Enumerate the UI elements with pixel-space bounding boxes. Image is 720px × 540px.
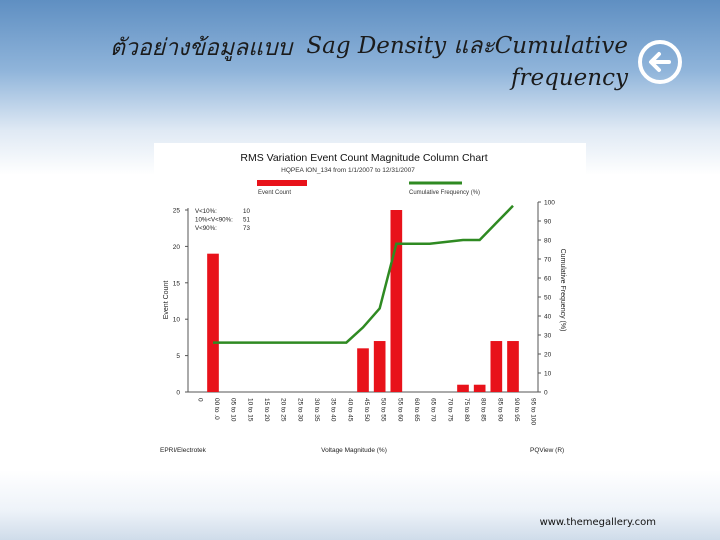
y2-tick-label: 100 [544,200,555,207]
x-tick-label: 85 to 90 [496,398,503,422]
bar-event-count [507,341,519,392]
x-tick-label: 65 to 70 [430,398,437,422]
x-tick-label: 45 to 50 [363,398,370,422]
chart-subtitle: HQPEA ION_134 from 1/1/2007 to 12/31/200… [281,167,415,174]
back-arrow-icon [638,40,682,84]
chart-footer-left: EPRI/Electrotek [160,447,207,454]
y2-tick-label: 80 [544,238,552,245]
x-tick-label: 50 to 55 [380,398,387,422]
x-tick-label: 40 to 45 [346,398,353,422]
y2-axis-label: Cumulative Frequency (%) [559,249,566,332]
y-tick-label: 5 [176,353,180,360]
stats-box: V<10%: 10 10%<V<90%: 51 V<90%: 73 [195,208,250,232]
footer-url: www.themegallery.com [539,517,656,528]
y2-tick-label: 60 [544,276,552,283]
x-tick-label: 00 to .0 [213,398,220,420]
x-tick-label: 10 to 15 [246,398,253,422]
x-tick-label: 35 to 40 [330,398,337,422]
x-tick-labels: 0 00 to .0 05 to 10 10 to 15 15 to 20 20 to 2… [196,398,536,425]
slide-title-left: ตัวอย่างข้อมูลแบบ [110,35,293,61]
stat-label: 10%<V<90%: [195,217,233,224]
x-tick-label: 55 to 60 [396,398,403,422]
stat-value: 51 [243,217,250,224]
legend-label-event-count: Event Count [258,190,291,196]
y-tick-label: 15 [173,280,181,287]
x-tick-label: 75 to 80 [463,398,470,422]
bar-event-count [357,348,369,392]
y2-tick-label: 50 [544,295,552,302]
y2-tick-label: 10 [544,371,552,378]
y-tick-label: 25 [173,208,181,215]
chart-title: RMS Variation Event Count Magnitude Colu… [240,152,487,164]
y2-tick-label: 30 [544,333,552,340]
bar-event-count [373,341,386,392]
bar-event-count [207,253,219,392]
x-axis-label: Voltage Magnitude (%) [321,447,387,454]
bar-event-count [390,210,403,392]
x-tick-label: 15 to 20 [263,398,270,422]
legend-label-cumulative: Cumulative Frequency (%) [409,190,480,196]
x-tick-label: 70 to 75 [446,398,453,422]
chart-panel [154,143,586,463]
y-tick-label: 10 [173,317,181,324]
y2-tick-label: 20 [544,352,552,359]
slide-title-right: Sag Density และCumulative frequency [306,33,628,91]
left-ticks: 0 5 10 15 20 25 [173,208,188,397]
y-tick-label: 0 [176,390,180,397]
y2-tick-label: 70 [544,257,552,264]
x-tick-label: 05 to 10 [230,398,237,422]
cumulative-line [213,204,514,344]
x-tick-label: 0 [196,398,203,402]
y2-tick-label: 90 [544,219,552,226]
y-axis-label: Event Count [163,281,170,320]
legend-swatch-event-count [257,180,307,186]
stat-label: V<90%: [195,225,217,232]
y-tick-label: 20 [173,244,181,251]
x-tick-label: 60 to 65 [413,398,420,422]
right-ticks: 0 10 20 30 40 50 60 70 80 90 100 [538,200,555,397]
chart-footer-right: PQView (R) [530,447,564,454]
x-tick-label: 95 to 100 [530,398,537,425]
bar-event-count [473,384,486,392]
x-tick-label: 25 to 30 [296,398,303,422]
back-button[interactable] [636,38,684,86]
bar-event-count [457,384,469,392]
cumulative-frequency-line [213,204,514,344]
x-tick-label: 90 to 95 [513,398,520,422]
x-tick-label: 30 to 35 [313,398,320,422]
x-tick-label: 80 to 85 [480,398,487,422]
y2-tick-label: 40 [544,314,552,321]
bars [207,210,519,392]
stat-value: 10 [243,208,250,215]
y2-tick-label: 0 [544,390,548,397]
stat-value: 73 [243,225,250,232]
bar-event-count [490,341,503,392]
stat-label: V<10%: [195,208,217,215]
x-tick-label: 20 to 25 [280,398,287,422]
